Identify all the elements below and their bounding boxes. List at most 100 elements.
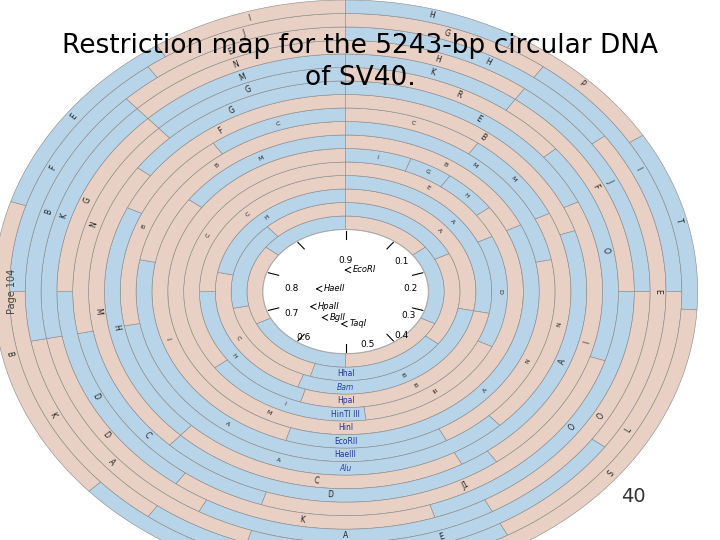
Text: K: K: [299, 515, 305, 524]
Text: H: H: [433, 54, 441, 64]
Text: 0.4: 0.4: [395, 332, 409, 340]
Polygon shape: [170, 435, 497, 502]
Text: A: A: [557, 357, 567, 366]
Polygon shape: [159, 68, 346, 138]
Text: F: F: [591, 183, 600, 191]
Polygon shape: [78, 331, 266, 505]
Text: J: J: [166, 336, 171, 340]
Polygon shape: [346, 135, 521, 231]
Text: N: N: [557, 322, 562, 328]
Polygon shape: [125, 323, 500, 475]
Text: 0.5: 0.5: [360, 340, 374, 349]
Polygon shape: [11, 45, 166, 206]
Text: I: I: [634, 165, 643, 172]
Polygon shape: [516, 89, 650, 292]
Polygon shape: [346, 54, 516, 110]
Polygon shape: [168, 148, 523, 435]
Polygon shape: [500, 292, 682, 535]
Text: K: K: [428, 67, 436, 77]
Text: HhaI: HhaI: [337, 369, 354, 379]
Polygon shape: [266, 216, 346, 255]
Text: C: C: [410, 120, 415, 126]
Text: N: N: [232, 59, 240, 70]
Text: G: G: [443, 28, 451, 39]
Polygon shape: [148, 14, 346, 78]
Polygon shape: [346, 0, 516, 48]
Text: EcoRI: EcoRI: [353, 266, 376, 274]
Polygon shape: [534, 66, 682, 292]
Polygon shape: [41, 109, 148, 339]
Polygon shape: [57, 118, 159, 292]
Polygon shape: [346, 189, 476, 311]
Text: E: E: [438, 532, 446, 540]
Polygon shape: [199, 292, 305, 402]
Polygon shape: [629, 136, 698, 310]
Text: D: D: [327, 490, 333, 500]
Text: EcoRII: EcoRII: [334, 437, 357, 446]
Polygon shape: [89, 482, 433, 540]
Text: 40: 40: [621, 487, 646, 507]
Text: HinI: HinI: [338, 423, 354, 433]
Polygon shape: [310, 336, 438, 381]
Text: G: G: [424, 169, 431, 176]
Text: A: A: [449, 219, 455, 225]
Polygon shape: [9, 66, 157, 292]
Polygon shape: [215, 272, 303, 387]
Text: T: T: [674, 218, 684, 224]
Text: HpaI: HpaI: [337, 396, 354, 406]
Text: O: O: [567, 422, 578, 433]
Text: G: G: [243, 84, 253, 95]
Polygon shape: [508, 36, 643, 143]
Polygon shape: [189, 135, 346, 207]
Text: E: E: [474, 114, 484, 125]
Polygon shape: [199, 500, 492, 540]
Polygon shape: [126, 27, 346, 109]
Text: M: M: [238, 72, 247, 83]
Text: D: D: [498, 289, 502, 294]
Polygon shape: [439, 260, 555, 441]
Text: H: H: [483, 57, 492, 67]
Polygon shape: [138, 81, 346, 176]
Text: of SV40.: of SV40.: [305, 65, 415, 91]
Text: J1: J1: [461, 480, 471, 491]
Text: G: G: [83, 195, 93, 205]
Polygon shape: [592, 136, 666, 447]
Polygon shape: [346, 162, 492, 242]
Text: A: A: [106, 457, 117, 467]
Polygon shape: [213, 108, 346, 154]
Text: Page 104: Page 104: [7, 269, 17, 314]
Text: M: M: [510, 175, 517, 183]
Polygon shape: [261, 357, 605, 516]
Polygon shape: [140, 122, 346, 262]
Polygon shape: [263, 230, 428, 354]
Text: HpaII: HpaII: [318, 302, 340, 311]
Text: P: P: [577, 79, 586, 89]
Text: A: A: [276, 457, 282, 463]
Text: G: G: [228, 105, 237, 116]
Polygon shape: [430, 292, 634, 517]
Polygon shape: [89, 168, 181, 445]
Text: III: III: [433, 387, 440, 395]
Polygon shape: [346, 68, 556, 157]
Polygon shape: [176, 473, 435, 529]
Text: C: C: [245, 211, 251, 218]
Text: K: K: [58, 212, 68, 220]
Polygon shape: [157, 0, 346, 57]
Text: H: H: [112, 323, 122, 331]
Text: C: C: [235, 335, 242, 341]
Polygon shape: [346, 216, 426, 255]
Text: HaeIII: HaeIII: [335, 450, 356, 460]
Text: R: R: [454, 90, 463, 100]
Polygon shape: [136, 260, 446, 462]
Text: BglI: BglI: [330, 313, 346, 322]
Text: Alu: Alu: [339, 464, 352, 473]
Text: C: C: [142, 430, 152, 440]
Text: 0.8: 0.8: [284, 285, 299, 293]
Polygon shape: [506, 99, 634, 292]
Polygon shape: [286, 225, 539, 448]
Polygon shape: [469, 143, 549, 219]
Text: HaeII: HaeII: [324, 285, 346, 293]
Text: E: E: [68, 112, 78, 122]
Text: E: E: [426, 185, 431, 191]
Polygon shape: [73, 128, 170, 334]
